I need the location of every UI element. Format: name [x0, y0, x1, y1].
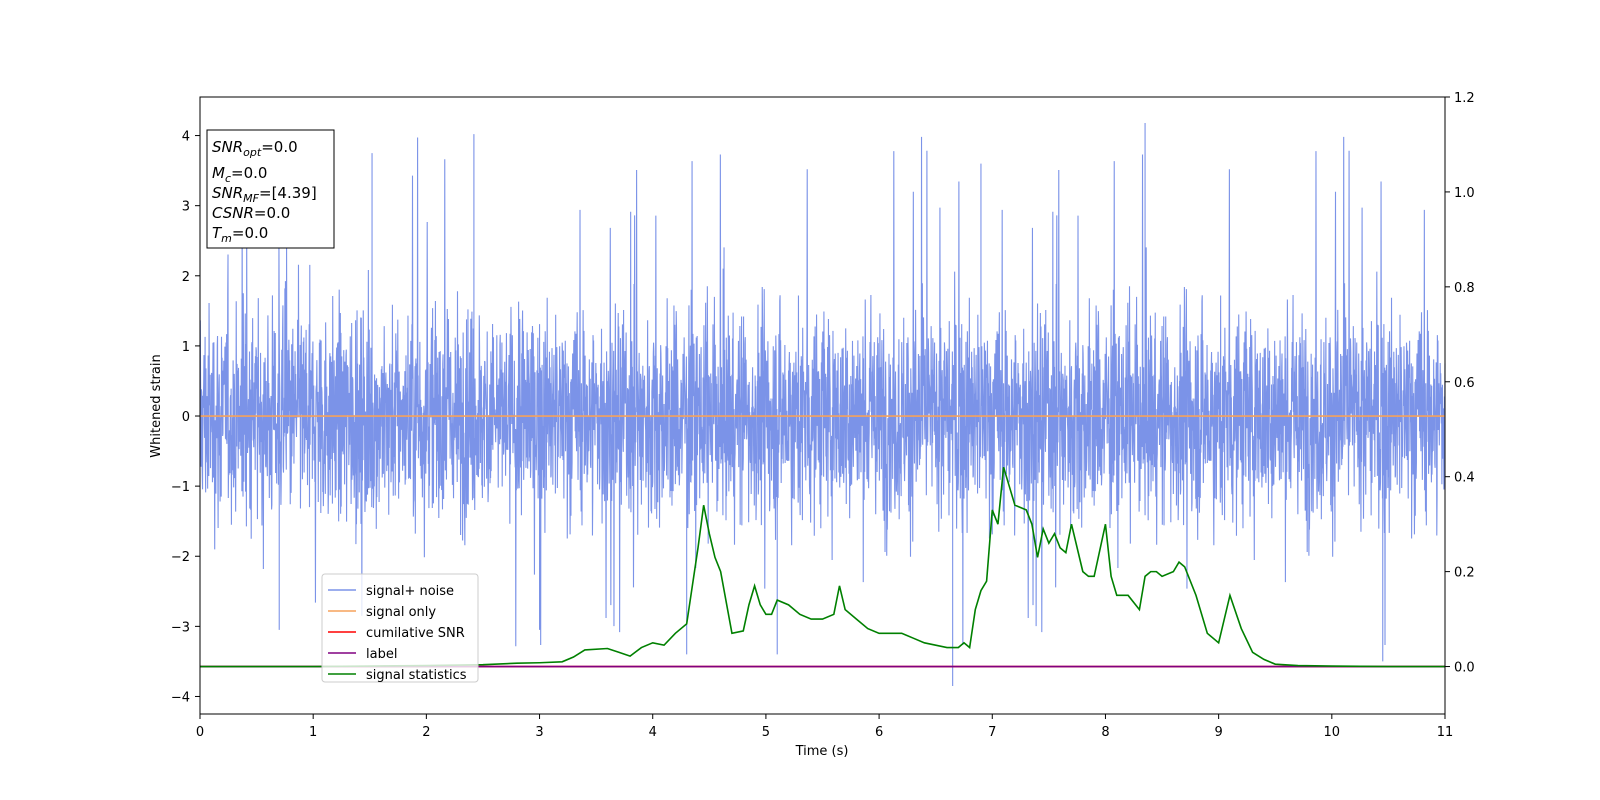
- x-tick-label: 11: [1437, 725, 1454, 740]
- info-box-frame: [206, 129, 335, 249]
- legend-label: signal only: [366, 605, 436, 620]
- x-axis-label: Time (s): [795, 744, 849, 759]
- info-snr-opt: SNRopt=0.0: [212, 138, 298, 159]
- info-snr-mf: SNRMF=[4.39]: [212, 184, 317, 205]
- legend-entries: signal+ noise signal only cumilative SNR la…: [328, 584, 467, 683]
- x-tick-label: 4: [649, 725, 657, 740]
- x-tick-label: 6: [875, 725, 883, 740]
- legend-label: label: [366, 647, 397, 662]
- x-tick-label: 2: [422, 725, 430, 740]
- y-axis-label: Whitened strain: [149, 354, 164, 457]
- series-signal-noise: [199, 122, 1446, 686]
- x-tick-label: 9: [1214, 725, 1222, 740]
- legend-frame: [321, 573, 479, 683]
- x-tick-label: 10: [1324, 725, 1341, 740]
- y2-tick-label: 0.8: [1454, 281, 1475, 296]
- y2-tick-label: 0.0: [1454, 661, 1475, 676]
- info-box: SNRopt=0.0 Mc=0.0 SNRMF=[4.39] CSNR=0.0 …: [206, 129, 335, 249]
- x-tick-label: 7: [988, 725, 996, 740]
- y-tick-label: 0: [182, 410, 190, 425]
- legend-label: signal+ noise: [366, 584, 454, 599]
- y2-tick-label: 0.4: [1454, 471, 1475, 486]
- y-tick-label: 4: [182, 130, 190, 145]
- y-tick-label: −1: [171, 480, 190, 495]
- x-tick-label: 5: [762, 725, 770, 740]
- y2-tick-label: 0.6: [1454, 376, 1475, 391]
- x-tick-label: 0: [196, 725, 204, 740]
- info-mc: Mc=0.0: [212, 164, 267, 185]
- info-tm: Tm=0.0: [212, 224, 268, 245]
- info-csnr: CSNR=0.0: [212, 204, 290, 222]
- legend-label: signal statistics: [366, 668, 467, 683]
- y-axis-ticks: 4 3 2 1 0 −1 −2 −3 −4: [171, 130, 200, 705]
- x-tick-label: 3: [535, 725, 543, 740]
- y-tick-label: −4: [171, 690, 190, 705]
- x-axis-ticks: 0 1 2 3 4 5 6 7 8 9 10 11: [196, 714, 1453, 740]
- x-tick-label: 1: [309, 725, 317, 740]
- y2-axis-ticks: 1.2 1.0 0.8 0.6 0.4 0.2 0.0: [1445, 91, 1475, 676]
- y-tick-label: 2: [182, 270, 190, 285]
- legend-label: cumilative SNR: [366, 626, 465, 641]
- y-tick-label: 1: [182, 340, 190, 355]
- legend: signal+ noise signal only cumilative SNR la…: [321, 573, 479, 683]
- y-tick-label: −3: [171, 620, 190, 635]
- plot-frame: [199, 96, 1446, 715]
- series-signal-statistics-line: [200, 466, 1445, 668]
- y2-tick-label: 0.2: [1454, 566, 1475, 581]
- y2-tick-label: 1.2: [1454, 91, 1475, 106]
- x-tick-label: 8: [1101, 725, 1109, 740]
- series-signal-noise-line: [199, 122, 1446, 686]
- y2-tick-label: 1.0: [1454, 186, 1475, 201]
- y-tick-label: 3: [182, 200, 190, 215]
- y-tick-label: −2: [171, 550, 190, 565]
